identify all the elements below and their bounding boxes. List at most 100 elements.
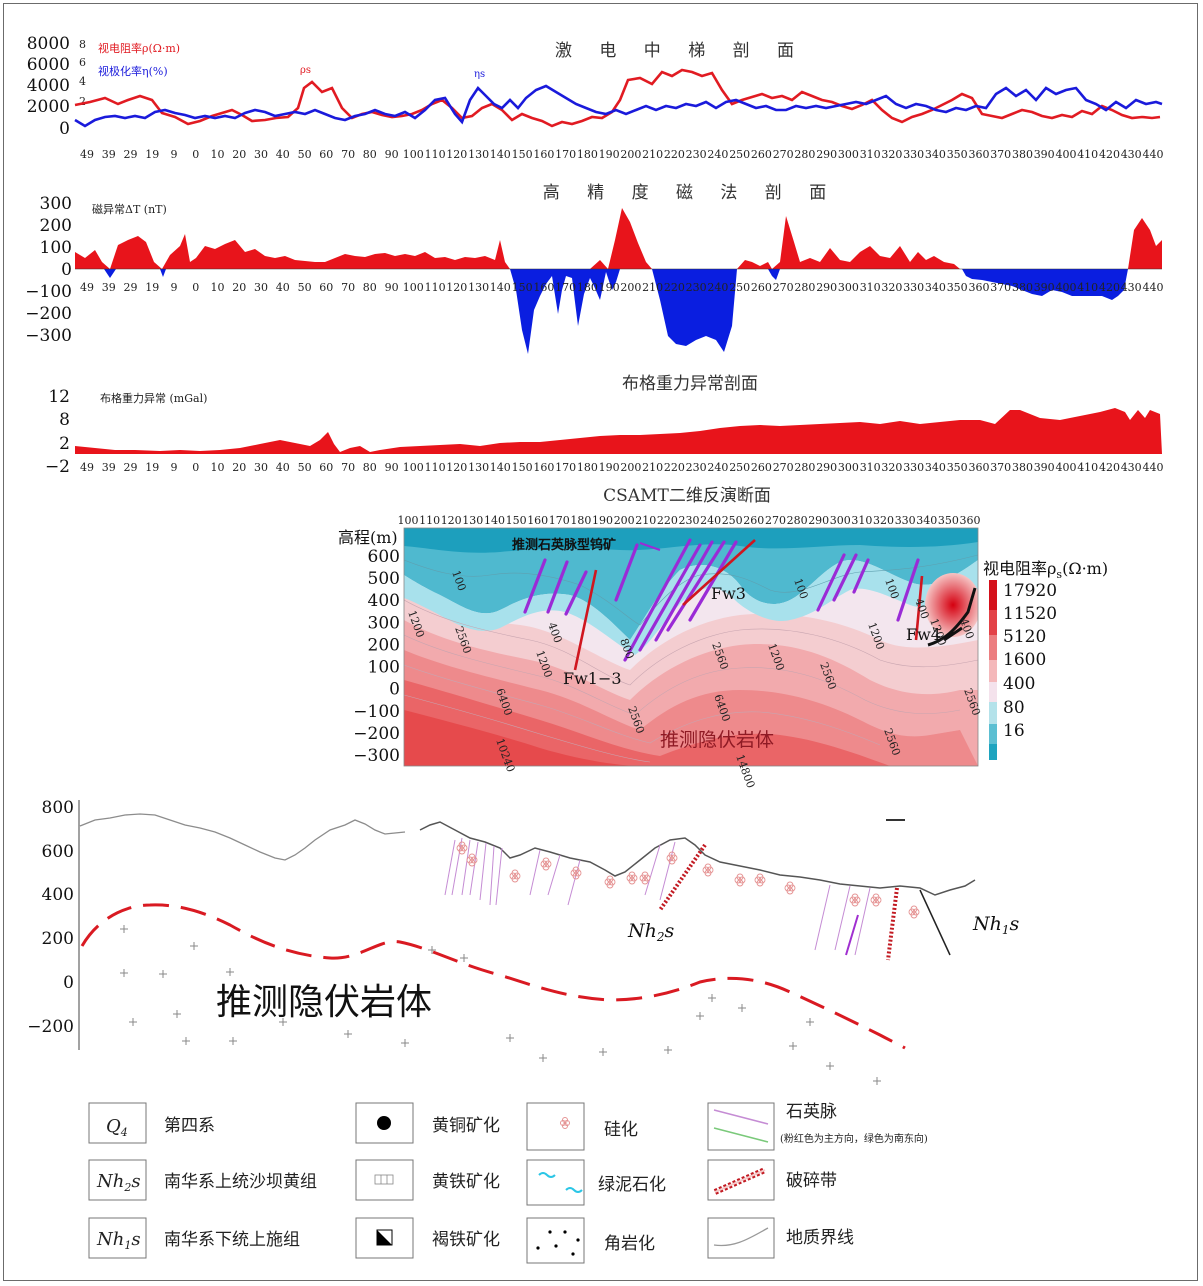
rho-curve: [74, 68, 1161, 128]
ip-rho-tick: 8000: [27, 34, 70, 54]
mag-station-label: 320: [881, 281, 902, 294]
grav-station-label: 49: [80, 461, 94, 474]
ip-station-label: 10: [211, 148, 225, 161]
legend-label-boundary: 地质界线: [786, 1228, 854, 1248]
grav-station-label: 130: [468, 461, 489, 474]
csamt-x-tick: 170: [549, 514, 570, 527]
csamt-ylabel: 高程(m): [338, 528, 398, 547]
csamt-x-tick: 250: [722, 514, 743, 527]
mag-station-label: 200: [620, 281, 641, 294]
grav-station-label: 80: [363, 461, 377, 474]
mag-station-label: 170: [555, 281, 576, 294]
mag-station-label: 280: [794, 281, 815, 294]
mag-station-label: 90: [385, 281, 399, 294]
legend-box-chlorite: [526, 1159, 585, 1206]
grav-station-label: 340: [925, 461, 946, 474]
csamt-y-tick: 400: [368, 591, 400, 611]
csamt-x-tick: 290: [808, 514, 829, 527]
grav-station-label: 40: [276, 461, 290, 474]
mag-station-label: 80: [363, 281, 377, 294]
ip-station-label: 230: [686, 148, 707, 161]
grav-station-label: 370: [990, 461, 1011, 474]
csamt-y-tick: −100: [353, 702, 400, 722]
ip-eta-tick: 8: [79, 38, 86, 51]
csamt-y-tick: −300: [353, 746, 400, 766]
ip-station-label: 420: [1099, 148, 1120, 161]
mag-station-label: 340: [925, 281, 946, 294]
csamt-x-tick: 210: [635, 514, 656, 527]
csamt-x-tick: 270: [765, 514, 786, 527]
legend-label-fracture-zone: 破碎带: [786, 1171, 837, 1191]
mag-station-label: 210: [642, 281, 663, 294]
ip-station-label: 110: [425, 148, 446, 161]
mag-station-label: 400: [1056, 281, 1077, 294]
ip-rho-tick: 4000: [27, 76, 70, 96]
ip-station-label: 19: [145, 148, 159, 161]
boundary-line-icon: [713, 1227, 769, 1247]
mag-station-label: 260: [751, 281, 772, 294]
legend-symbol-nh1s: Nh1s: [96, 1229, 141, 1252]
ip-station-label: 320: [881, 148, 902, 161]
geo-quartz-vein-main: [845, 914, 859, 956]
grav-y-tick: −2: [45, 457, 70, 477]
colorbar-tick: 400: [1003, 674, 1035, 694]
mag-station-label: 230: [686, 281, 707, 294]
mag-station-label: 310: [860, 281, 881, 294]
ip-station-label: 200: [620, 148, 641, 161]
legend-label-chalcopyrite: 黄铜矿化: [432, 1116, 500, 1136]
mag-station-label: 150: [512, 281, 533, 294]
colorbar-tick: 16: [1003, 721, 1025, 741]
ip-rho-label: 视电阻率ρ(Ω·m): [98, 41, 180, 55]
mag-positive-area: [75, 208, 1162, 269]
csamt-x-tick: 190: [592, 514, 613, 527]
csamt-colorbar: 视电阻率ρs(Ω·m) 17920 11520 5120 1600 400 80 16: [983, 559, 1108, 760]
pyrite-grid-icon: [374, 1174, 394, 1185]
legend-box-q4: [88, 1102, 147, 1144]
grav-station-label: 190: [599, 461, 620, 474]
eta-curve: [74, 84, 1163, 128]
ip-station-label: 29: [124, 148, 138, 161]
grav-station-label: 180: [577, 461, 598, 474]
geo-y-tick: 400: [42, 885, 74, 905]
mag-y-tick: −300: [25, 326, 72, 346]
legend-box-hornfels: [526, 1217, 585, 1264]
ip-station-label: 250: [729, 148, 750, 161]
legend-box-quartz-vein: [707, 1102, 775, 1151]
geo-y-tick: 600: [42, 842, 74, 862]
fault-label-fw1-3: Fw1−3: [563, 669, 622, 688]
ip-station-label: 370: [990, 148, 1011, 161]
ip-station-label: 240: [707, 148, 728, 161]
legend-label-hornfels: 角岩化: [604, 1234, 655, 1254]
grav-station-label: 210: [642, 461, 663, 474]
ip-eta-tick: 6: [79, 56, 86, 69]
csamt-x-tick: 140: [484, 514, 505, 527]
grav-station-label: 100: [403, 461, 424, 474]
ip-title: 激 电 中 梯 剖 面: [555, 41, 805, 61]
csamt-x-tick: 300: [830, 514, 851, 527]
ip-station-label: 80: [363, 148, 377, 161]
csamt-x-tick: 130: [462, 514, 483, 527]
ore-annotation-leader: [639, 542, 661, 551]
grav-y-tick: 12: [48, 387, 70, 407]
ip-station-label: 390: [1034, 148, 1055, 161]
legend-label-silicification: 硅化: [604, 1120, 638, 1140]
csamt-frame: [403, 527, 979, 767]
grav-station-label: 9: [171, 461, 178, 474]
grav-area: [75, 408, 1162, 454]
fault-label-fw3: Fw3: [711, 584, 746, 603]
csamt-x-tick: 260: [743, 514, 764, 527]
grav-station-label: 160: [533, 461, 554, 474]
hornfels-dots-icon: [536, 1230, 580, 1256]
colorbar-tick: 5120: [1003, 627, 1046, 647]
legend-label-quartz-vein: 石英脉: [786, 1102, 837, 1122]
ip-rho-tick: 0: [59, 119, 70, 139]
ip-station-label: 350: [947, 148, 968, 161]
legend-box-pyrite: [355, 1159, 414, 1201]
mag-station-label: 300: [838, 281, 859, 294]
grav-station-label: 0: [192, 461, 199, 474]
mag-y-tick: −100: [25, 282, 72, 302]
fracture-zone-icon: [713, 1167, 767, 1195]
ip-station-label: 60: [319, 148, 333, 161]
mag-station-label: 10: [211, 281, 225, 294]
